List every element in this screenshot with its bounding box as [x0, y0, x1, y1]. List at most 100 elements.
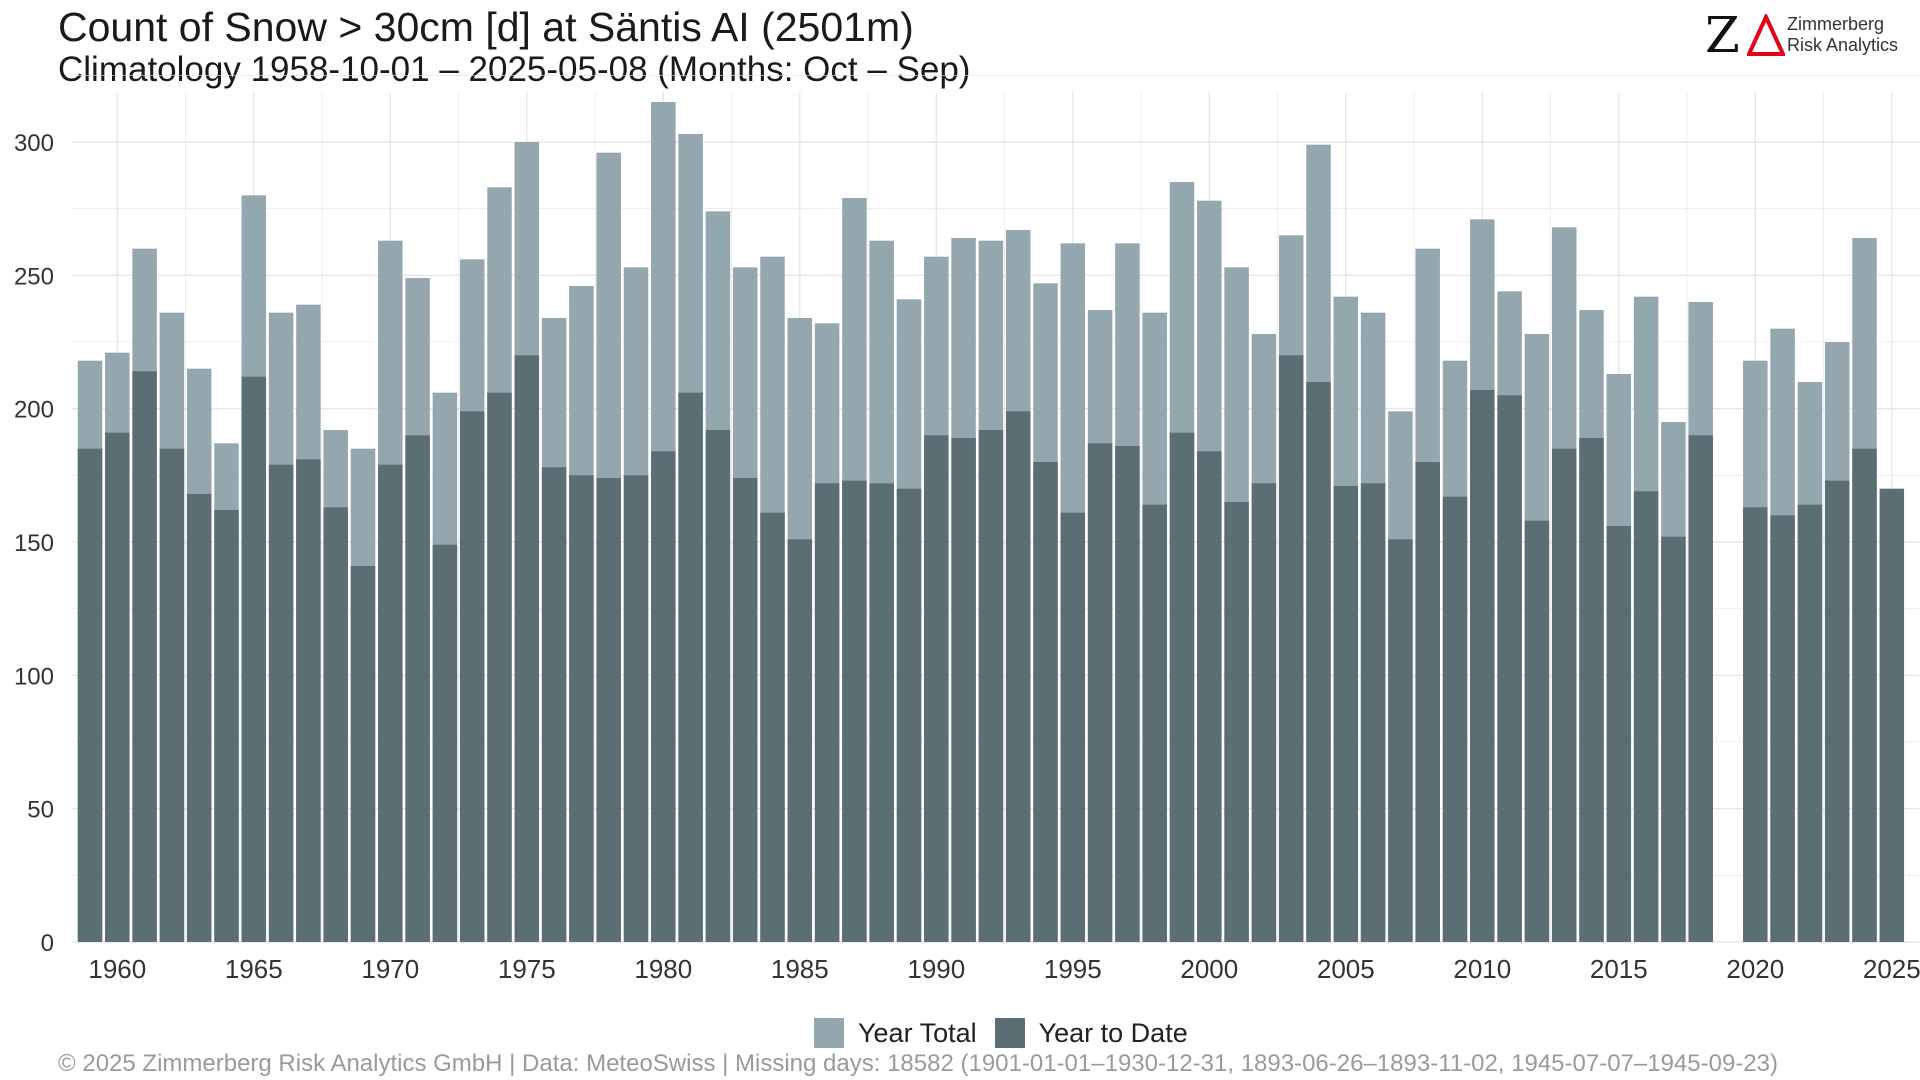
bar-year-to-date [1797, 504, 1823, 942]
bar-year-to-date [1251, 483, 1277, 942]
bar-year-to-date [541, 467, 567, 942]
legend-label-year-to-date: Year to Date [1038, 1017, 1188, 1048]
bar-year-to-date [1333, 486, 1359, 942]
y-tick-label: 50 [27, 797, 54, 824]
x-tick-label: 1970 [361, 954, 419, 984]
x-tick-label: 2015 [1590, 954, 1648, 984]
chart-subtitle: Climatology 1958-10-01 – 2025-05-08 (Mon… [58, 50, 971, 89]
logo-line-1: Zimmerberg [1787, 14, 1885, 34]
bars [77, 102, 1905, 943]
bar-year-to-date [323, 507, 348, 942]
bar-year-to-date [951, 438, 976, 942]
company-logo: Z Zimmerberg Risk Analytics [1705, 10, 1905, 60]
x-tick-label: 2005 [1317, 954, 1375, 984]
logo-line-2: Risk Analytics [1787, 35, 1899, 55]
bar-year-to-date [514, 355, 540, 942]
bar-year-to-date [787, 539, 813, 942]
x-tick-label: 1975 [498, 954, 556, 984]
x-tick-label: 2000 [1180, 954, 1238, 984]
legend-label-year-total: Year Total [858, 1017, 977, 1048]
bar-year-to-date [1497, 395, 1522, 942]
bar-year-to-date [569, 475, 594, 942]
bar-year-to-date [978, 430, 1004, 942]
bar-year-to-date [1360, 483, 1386, 942]
bar-year-to-date [1470, 390, 1495, 942]
bar-year-to-date [1633, 491, 1659, 942]
bar-year-to-date [186, 494, 212, 942]
x-tick-label: 1965 [225, 954, 283, 984]
x-tick-label: 1980 [634, 954, 692, 984]
x-tick-label: 2010 [1453, 954, 1511, 984]
bar-year-to-date [1197, 451, 1222, 942]
x-tick-label: 1985 [771, 954, 829, 984]
bar-year-to-date [842, 480, 867, 942]
bar-year-to-date [132, 371, 157, 942]
y-tick-label: 300 [14, 130, 54, 157]
bar-year-to-date [760, 512, 785, 942]
bar-year-to-date [1688, 435, 1713, 942]
bar-year-to-date [1142, 504, 1167, 942]
bar-year-to-date [378, 464, 403, 942]
logo-delta-icon [1747, 14, 1785, 56]
bar-year-to-date [1442, 496, 1468, 942]
bar-year-to-date [705, 430, 731, 942]
bar-year-to-date [1005, 411, 1031, 942]
bar-year-to-date [814, 483, 840, 942]
bar-year-to-date [350, 566, 376, 942]
y-tick-label: 0 [41, 930, 54, 957]
bar-year-to-date [268, 464, 294, 942]
logo-z-mark: Z [1705, 6, 1740, 64]
bar-year-to-date [924, 435, 949, 942]
bar-year-to-date [1224, 502, 1249, 942]
bar-year-to-date [105, 432, 130, 942]
bar-year-to-date [1033, 462, 1058, 942]
bar-year-to-date [1661, 536, 1686, 942]
chart-title: Count of Snow > 30cm [d] at Säntis AI (2… [58, 4, 914, 50]
x-tick-label: 2025 [1863, 954, 1920, 984]
bar-year-to-date [1824, 480, 1850, 942]
x-tick-label: 1960 [88, 954, 146, 984]
bar-year-to-date [214, 510, 239, 942]
bar-year-to-date [1579, 438, 1604, 942]
bar-year-to-date [1551, 448, 1577, 942]
bar-year-to-date [459, 411, 485, 942]
bar-year-to-date [869, 483, 894, 942]
y-tick-label: 250 [14, 263, 54, 290]
legend: Year Total Year to Date [814, 1015, 1206, 1051]
footer-credit: © 2025 Zimmerberg Risk Analytics GmbH | … [58, 1050, 1778, 1077]
bar-year-to-date [1388, 539, 1413, 942]
bar-year-to-date [1606, 526, 1632, 942]
bar-year-to-date [1852, 448, 1877, 942]
y-tick-label: 150 [14, 530, 54, 557]
bar-year-to-date [1306, 382, 1331, 942]
bar-year-to-date [1115, 446, 1140, 942]
x-axis-ticks: 1960 1965 1970 1975 1980 1985 1990 1995 2000 2005… [88, 954, 1920, 984]
bar-year-to-date [732, 478, 758, 942]
bar-year-to-date [1060, 512, 1086, 942]
bar-year-to-date [596, 478, 621, 942]
bar-year-to-date [1087, 443, 1113, 942]
x-tick-label: 2020 [1726, 954, 1784, 984]
legend-item-year-to-date: Year to Date [994, 1017, 1188, 1049]
bar-year-to-date [896, 488, 922, 942]
bar-year-to-date [159, 448, 185, 942]
bar-year-to-date [1770, 515, 1795, 942]
bar-year-to-date [651, 451, 676, 942]
legend-swatch-year-to-date [994, 1018, 1025, 1048]
bar-year-to-date [487, 392, 512, 943]
legend-swatch-year-total [814, 1018, 844, 1048]
bar-year-to-date [1879, 488, 1905, 942]
bar-year-to-date [432, 544, 458, 942]
bar-year-to-date [405, 435, 430, 942]
y-axis-ticks: 0 50 100 150 200 250 300 [14, 130, 54, 957]
bar-year-to-date [1524, 520, 1550, 942]
bar-year-to-date [678, 392, 703, 943]
y-tick-label: 100 [14, 663, 54, 690]
x-tick-label: 1990 [907, 954, 965, 984]
bar-year-to-date [623, 475, 649, 942]
x-tick-label: 1995 [1044, 954, 1102, 984]
bar-year-to-date [77, 448, 103, 942]
y-tick-label: 200 [14, 397, 54, 424]
bar-year-to-date [1278, 355, 1304, 942]
